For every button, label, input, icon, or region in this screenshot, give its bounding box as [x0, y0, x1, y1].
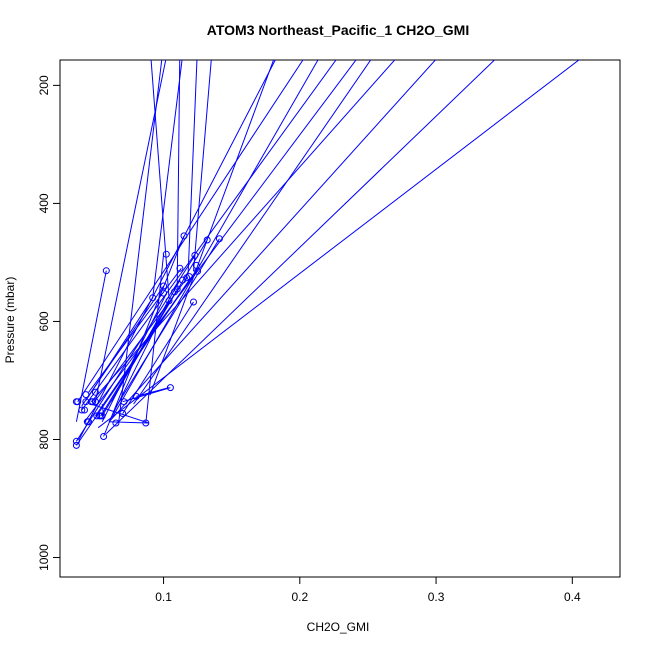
data-point: [179, 276, 187, 284]
x-tick-label: 0.3: [428, 590, 445, 604]
series-layer: [75, 60, 580, 446]
profile-line: [122, 301, 194, 414]
profile-line: [133, 60, 372, 405]
profile-line: [108, 60, 437, 423]
y-tick-label: 800: [37, 429, 51, 449]
data-point: [85, 418, 93, 426]
data-point: [102, 267, 110, 275]
y-tick-label: 600: [37, 311, 51, 331]
data-point: [166, 384, 174, 392]
profile-line: [112, 60, 319, 417]
x-tick-label: 0.4: [564, 590, 581, 604]
data-point: [203, 236, 211, 244]
data-point: [119, 410, 127, 417]
data-point: [176, 264, 184, 272]
profile-line: [97, 60, 580, 429]
data-point: [215, 235, 223, 243]
data-point: [112, 419, 120, 427]
y-axis: 200 400 600 800 1000: [37, 75, 61, 571]
data-point: [89, 398, 97, 406]
data-point: [72, 441, 80, 449]
profile-line: [150, 60, 170, 298]
x-axis-label: CH2O_GMI: [307, 620, 370, 634]
points-layer: [72, 232, 223, 449]
data-point: [91, 388, 99, 396]
data-point: [100, 433, 108, 440]
data-point: [149, 294, 157, 302]
profile-line: [136, 387, 170, 397]
data-point: [190, 298, 197, 306]
profile-line: [85, 297, 154, 401]
y-tick-label: 200: [37, 75, 51, 95]
x-tick-label: 0.2: [291, 590, 308, 604]
y-axis-label: Pressure (mbar): [3, 277, 17, 364]
data-point: [180, 232, 188, 240]
profile-line: [77, 60, 304, 402]
y-tick-label: 1000: [37, 544, 51, 571]
chart-title: ATOM3 Northeast_Pacific_1 CH2O_GMI: [207, 22, 469, 38]
data-point: [160, 282, 168, 290]
profile-line: [84, 60, 357, 423]
data-point: [165, 297, 173, 305]
x-tick-label: 0.1: [155, 590, 172, 604]
data-point: [160, 289, 168, 297]
profile-line: [109, 421, 149, 424]
x-axis: 0.1 0.2 0.3 0.4: [155, 576, 581, 604]
data-point: [81, 406, 88, 414]
profile-line: [122, 387, 171, 403]
profile-line: [149, 60, 275, 396]
profile-line: [115, 238, 220, 408]
profile-line: [105, 60, 496, 434]
profile-line: [193, 60, 212, 272]
data-point: [162, 250, 170, 258]
data-point: [120, 398, 128, 406]
profile-line: [88, 268, 182, 393]
profile-line: [78, 60, 276, 440]
profile-line: [94, 60, 167, 402]
data-point: [82, 398, 90, 406]
data-point: [72, 437, 80, 445]
data-point: [194, 267, 202, 275]
profile-line: [90, 60, 396, 403]
y-tick-label: 400: [37, 193, 51, 213]
profile-line: [187, 60, 198, 275]
data-point: [98, 412, 106, 420]
data-point: [142, 419, 150, 427]
profile-line: [152, 60, 183, 298]
data-point: [78, 406, 86, 414]
data-point: [191, 251, 199, 259]
data-point: [74, 398, 82, 406]
profile-line: [81, 60, 337, 411]
data-point: [91, 398, 99, 406]
data-point: [93, 412, 101, 420]
data-point: [173, 285, 181, 293]
data-point: [82, 391, 90, 399]
data-point: [185, 273, 193, 281]
data-point: [132, 392, 140, 400]
